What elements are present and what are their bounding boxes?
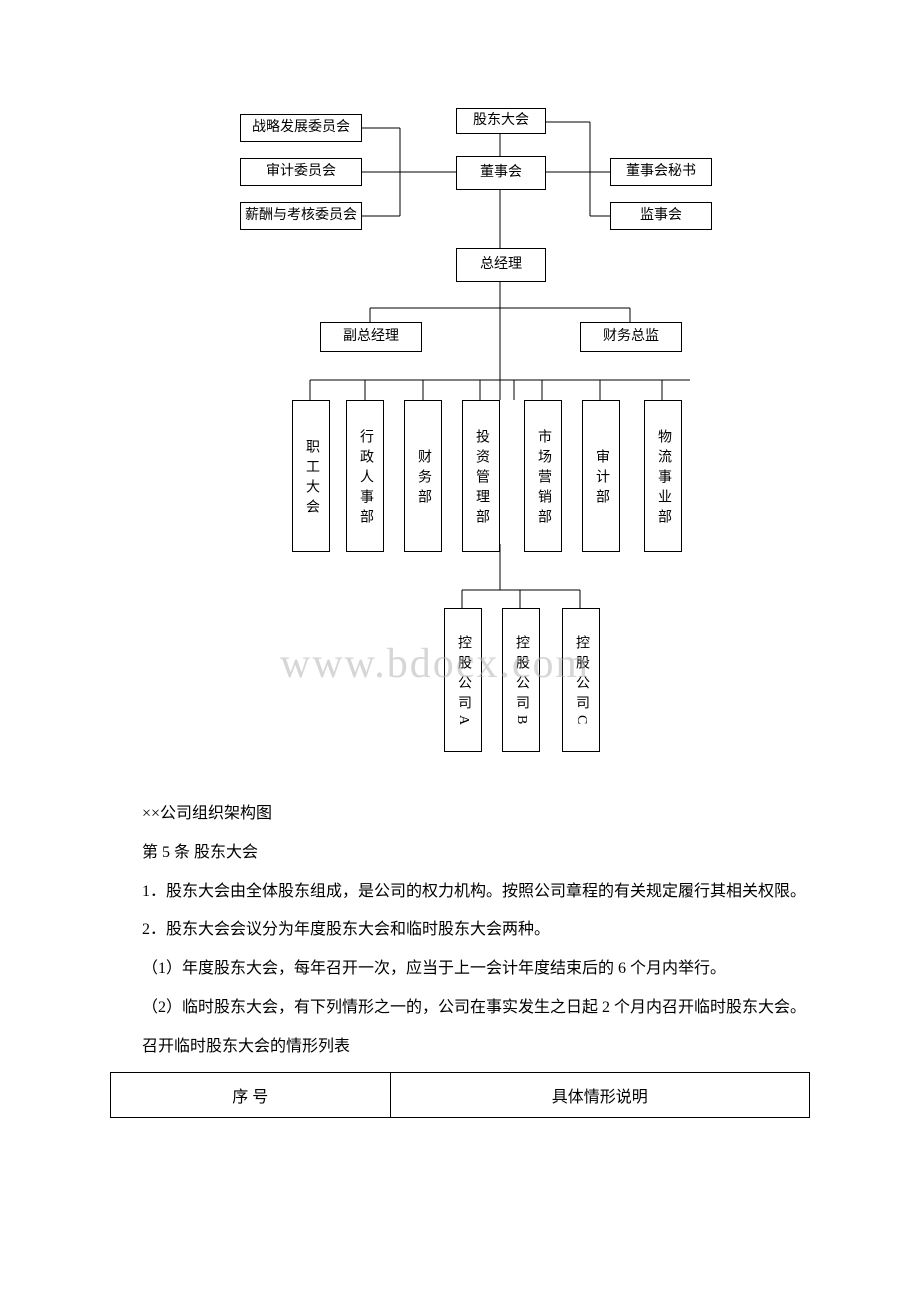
caption: ××公司组织架构图	[110, 800, 810, 829]
label: 董事会秘书	[626, 164, 696, 179]
label: 总经理	[480, 257, 522, 272]
situation-table: 序 号 具体情形说明	[110, 1072, 810, 1118]
paragraph-2: 2．股东大会会议分为年度股东大会和临时股东大会两种。	[110, 916, 810, 945]
label: 市场营销部	[533, 429, 553, 529]
label: 投资管理部	[471, 429, 491, 529]
node-board-secretary: 董事会秘书	[610, 158, 712, 186]
label: 股东大会	[473, 113, 529, 128]
table-row: 序 号 具体情形说明	[111, 1072, 810, 1117]
label: 监事会	[640, 208, 682, 223]
node-dept-staff: 职工大会	[292, 400, 330, 552]
label: 财务总监	[603, 329, 659, 344]
node-gm: 总经理	[456, 248, 546, 282]
label: 财务部	[413, 449, 433, 509]
node-deputy-gm: 副总经理	[320, 322, 422, 352]
label: 审计部	[591, 449, 611, 509]
node-compensation-committee: 薪酬与考核委员会	[240, 202, 362, 230]
node-shareholders: 股东大会	[456, 108, 546, 134]
watermark: www.bdocx.com	[280, 640, 590, 688]
label: 战略发展委员会	[252, 120, 350, 135]
node-dept-logistics: 物流事业部	[644, 400, 682, 552]
paragraph-4: （2）临时股东大会，有下列情形之一的，公司在事实发生之日起 2 个月内召开临时股…	[110, 994, 810, 1023]
node-audit-committee: 审计委员会	[240, 158, 362, 186]
label: 审计委员会	[266, 164, 336, 179]
org-chart: 股东大会 战略发展委员会 审计委员会 薪酬与考核委员会 董事会 董事会秘书 监事…	[180, 100, 740, 780]
paragraph-5: 召开临时股东大会的情形列表	[110, 1033, 810, 1062]
node-board: 董事会	[456, 156, 546, 190]
col-seq: 序 号	[111, 1072, 391, 1117]
label: 薪酬与考核委员会	[245, 208, 357, 223]
paragraph-3: （1）年度股东大会，每年召开一次，应当于上一会计年度结束后的 6 个月内举行。	[110, 955, 810, 984]
label: 副总经理	[343, 329, 399, 344]
node-supervisory: 监事会	[610, 202, 712, 230]
col-desc: 具体情形说明	[390, 1072, 809, 1117]
node-dept-finance: 财务部	[404, 400, 442, 552]
node-strategy-committee: 战略发展委员会	[240, 114, 362, 142]
label: 行政人事部	[355, 429, 375, 529]
label: 董事会	[480, 165, 522, 180]
article-5-heading: 第 5 条 股东大会	[110, 839, 810, 868]
node-dept-admin: 行政人事部	[346, 400, 384, 552]
label: 物流事业部	[653, 429, 673, 529]
node-cfo: 财务总监	[580, 322, 682, 352]
paragraph-1: 1．股东大会由全体股东组成，是公司的权力机构。按照公司章程的有关规定履行其相关权…	[110, 878, 810, 907]
node-dept-audit: 审计部	[582, 400, 620, 552]
node-dept-marketing: 市场营销部	[524, 400, 562, 552]
node-dept-invest: 投资管理部	[462, 400, 500, 552]
spacer	[506, 400, 522, 550]
label: 职工大会	[301, 439, 321, 519]
